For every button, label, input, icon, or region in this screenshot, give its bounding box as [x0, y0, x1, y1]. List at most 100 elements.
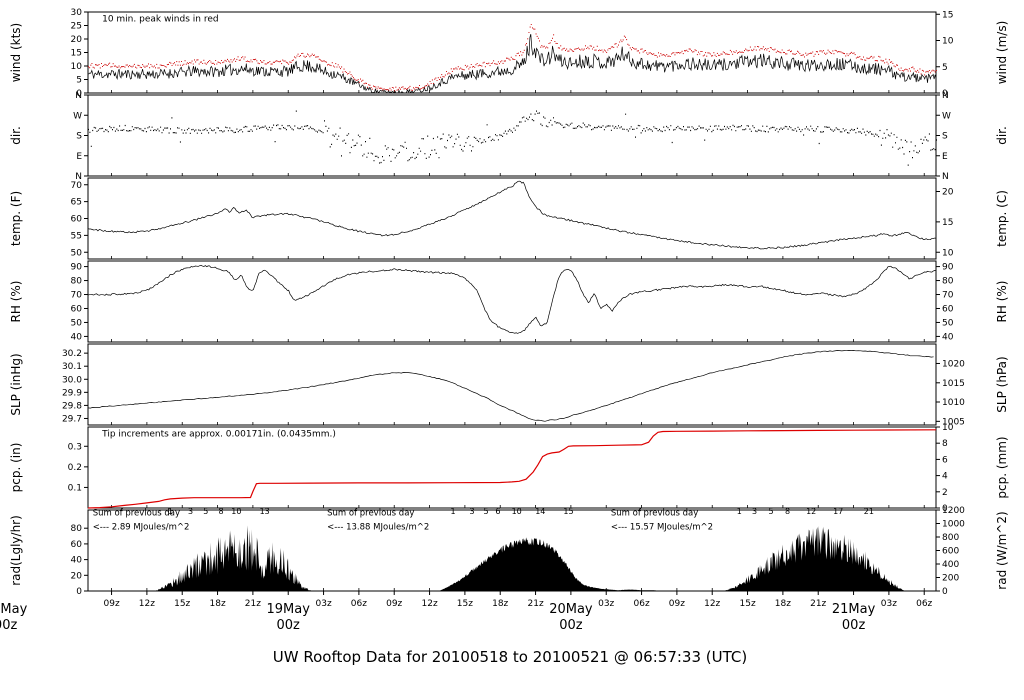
date-label: 20May — [549, 602, 593, 617]
ytick-left-temp: 65 — [71, 198, 82, 208]
x-axis: 09z 12z 15z 18z 21z 03z 06z 09z 12z 15z 18z 21z 03z 0… — [0, 591, 933, 633]
ytick-right-dir: E — [942, 152, 948, 162]
xtick-label: 18z — [210, 599, 226, 609]
date-label-00z: 00z — [842, 618, 866, 633]
panel-temp: 50 55 60 65 70 10 15 20 temp. (F) temp. (C) — [9, 177, 1009, 260]
ytick-left-wind: 25 — [71, 22, 82, 32]
ytick-right-slp: 1015 — [942, 379, 965, 389]
panel-slp: 29.7 29.8 29.9 30.0 30.1 30.2 1005 1010 1015 1020… — [9, 343, 1009, 427]
date-label: 21May — [832, 602, 876, 617]
ytick-left-rad: 80 — [71, 524, 83, 534]
xtick-label: 06z — [916, 599, 932, 609]
ytick-left-dir: W — [73, 111, 82, 121]
ytick-left-dir: N — [75, 91, 82, 101]
ytick-right-pcp: 2 — [942, 488, 948, 498]
xtick-label: 21z — [245, 599, 261, 609]
xtick-label: 12z — [422, 599, 438, 609]
series-sea-level-pressure-inhg — [87, 350, 934, 422]
ytick-right-rad: 1000 — [942, 520, 965, 530]
annotation-rad: 5 — [203, 507, 208, 516]
ytick-right-wind: 15 — [942, 10, 953, 20]
ytick-right-rad: 800 — [942, 533, 959, 543]
ytick-left-rad: 0 — [76, 587, 82, 597]
ytick-left-temp: 60 — [71, 215, 83, 225]
ytick-right-dir: N — [942, 172, 949, 182]
ytick-left-rad: 60 — [71, 540, 83, 550]
annotation-rad: 12 — [806, 507, 816, 516]
annotation-rad: <--- 2.89 MJoules/m^2 — [93, 522, 190, 532]
ylabel-right-dir: dir. — [995, 126, 1009, 145]
ytick-right-temp: 10 — [942, 248, 954, 258]
chart-title: UW Rooftop Data for 20100518 to 20100521… — [273, 648, 747, 666]
panel-rad: 020406080020040060080010001200rad(Lgly/h… — [9, 506, 1009, 597]
ylabel-left-temp: temp. (F) — [9, 191, 23, 246]
xtick-label: 15z — [174, 599, 190, 609]
ytick-left-wind: 10 — [71, 62, 83, 72]
ytick-left-dir: N — [75, 172, 82, 182]
ytick-left-rh: 70 — [71, 291, 83, 301]
ytick-left-rh: 50 — [71, 318, 83, 328]
annotation-rad: 5 — [484, 507, 489, 516]
xtick-label: 21z — [528, 599, 544, 609]
ytick-left-slp: 30.0 — [62, 375, 82, 385]
xtick-label: 09z — [669, 599, 685, 609]
annotation-rad: Sum of previous day — [611, 509, 698, 519]
series-wind-speed-kts — [87, 34, 937, 94]
ylabel-right-rh: RH (%) — [995, 281, 1009, 323]
ytick-left-slp: 30.2 — [62, 349, 82, 359]
annotation-rad: 10 — [231, 507, 241, 516]
ytick-right-pcp: 0 — [942, 504, 948, 514]
ytick-left-wind: 0 — [76, 89, 82, 99]
ytick-right-rh: 50 — [942, 318, 954, 328]
ytick-right-slp: 1010 — [942, 398, 965, 408]
ytick-right-wind: 0 — [942, 89, 948, 99]
panel-rh: 40 50 60 70 80 90 40 50 60 70 80 90 RH (%) RH (%) — [9, 260, 1009, 343]
ytick-right-rad: 600 — [942, 547, 959, 557]
annotation-rad: <--- 13.88 MJoules/m^2 — [327, 522, 429, 532]
ytick-left-slp: 29.9 — [62, 388, 82, 398]
panel-pcp: 0.1 0.2 0.3 0 2 4 6 8 10 pcp. (in) pcp. (mm) Tip in… — [9, 423, 1009, 514]
annotation-rad: 6 — [495, 507, 500, 516]
ytick-left-wind: 30 — [71, 8, 83, 18]
xtick-label: 09z — [386, 599, 402, 609]
series-wind-peak-kts — [88, 23, 937, 92]
annotation-rad: 10 — [512, 507, 522, 516]
ylabel-left-pcp: pcp. (in) — [9, 443, 23, 493]
annotation-rad: 8 — [785, 507, 790, 516]
ytick-right-pcp: 10 — [942, 423, 954, 433]
annotation-rad: 5 — [769, 507, 774, 516]
ytick-left-wind: 20 — [71, 35, 83, 45]
ytick-right-rh: 60 — [942, 304, 954, 314]
date-label-00z: 00z — [559, 618, 583, 633]
xtick-label: 03z — [316, 599, 332, 609]
annotation-rad: 15 — [563, 507, 573, 516]
ytick-left-temp: 55 — [71, 231, 82, 241]
annotation-rad: 1 — [737, 507, 742, 516]
xtick-label: 18z — [775, 599, 791, 609]
ylabel-right-rad: rad (W/m^2) — [995, 511, 1009, 589]
annotation-rad: 14 — [535, 507, 545, 516]
annotation-rad: <--- 15.57 MJoules/m^2 — [611, 522, 713, 532]
ytick-right-slp: 1020 — [942, 359, 965, 369]
ytick-left-pcp: 0.2 — [68, 463, 82, 473]
ylabel-right-pcp: pcp. (mm) — [995, 436, 1009, 498]
ytick-left-slp: 29.7 — [62, 414, 82, 424]
annotation-pcp: Tip increments are approx. 0.00171in. (0… — [101, 430, 336, 440]
series-precip-accum-in — [87, 429, 937, 509]
annotation-rad: 1 — [451, 507, 456, 516]
ytick-right-rad: 400 — [942, 560, 959, 570]
annotation-rad: Sum of previous day — [327, 509, 414, 519]
ytick-right-pcp: 6 — [942, 455, 948, 465]
ytick-left-temp: 70 — [71, 181, 83, 191]
ylabel-right-slp: SLP (hPa) — [995, 356, 1009, 412]
series-wind-direction-deg — [88, 110, 937, 166]
ytick-right-wind: 10 — [942, 37, 954, 47]
ytick-right-rad: 1200 — [942, 506, 965, 516]
series-temperature-f — [87, 180, 936, 250]
annotation-rad: Sum of previous day — [93, 509, 180, 519]
ytick-right-rad: 200 — [942, 574, 959, 584]
